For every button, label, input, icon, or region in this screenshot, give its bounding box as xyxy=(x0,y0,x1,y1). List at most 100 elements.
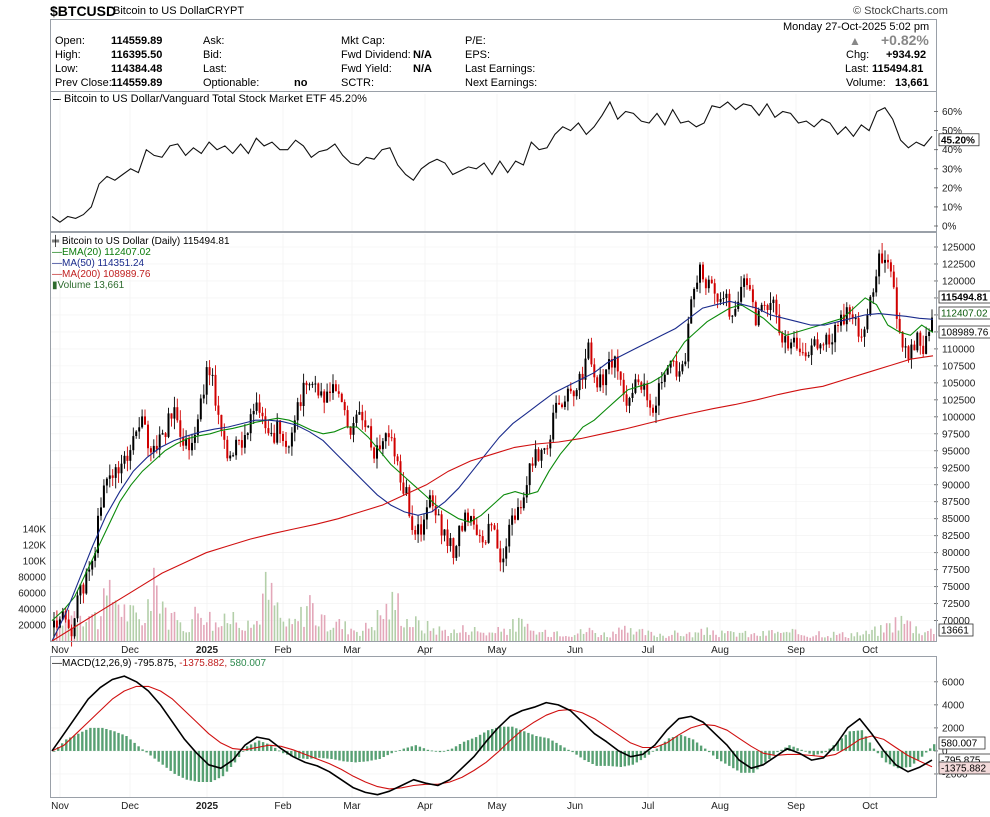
last-price-label: Last: xyxy=(845,63,869,75)
volume-bar-108 xyxy=(370,627,373,641)
optionable-value: no xyxy=(294,77,308,89)
candle-body-209 xyxy=(666,367,669,375)
volume-bar-65 xyxy=(244,630,246,641)
volume-bar-267 xyxy=(838,633,841,641)
volume-bar-15 xyxy=(97,629,99,641)
macd-hist-bar-124 xyxy=(551,740,554,751)
ma200-legend-text: MA(200) 108989.76 xyxy=(62,269,151,280)
macd-hist-bar-80 xyxy=(374,750,377,760)
macd-hist-bar-206 xyxy=(880,750,884,758)
candle-body-3 xyxy=(61,611,64,620)
macd-hist-bar-68 xyxy=(326,750,329,759)
volume-bar-106 xyxy=(365,622,367,641)
candle-body-219 xyxy=(696,282,699,289)
volume-bar-297 xyxy=(927,631,929,641)
candle-body-112 xyxy=(381,441,384,450)
ema-last-label-box xyxy=(938,306,990,320)
volume-bar-167 xyxy=(544,629,547,641)
volume-ytick-6: 140K xyxy=(23,525,47,536)
macd-hist-bar-120 xyxy=(535,736,538,751)
macd-hist-bar-14 xyxy=(109,730,112,751)
volume-bar-26 xyxy=(129,605,132,641)
volume-bar-246 xyxy=(777,631,779,641)
macd-hist-bar-34 xyxy=(189,750,192,781)
price-xlabel-4: Mar xyxy=(343,645,361,656)
volume-ytick-4: 100K xyxy=(23,557,47,568)
volume-bar-194 xyxy=(624,625,626,641)
volume-bar-11 xyxy=(85,622,87,641)
volume-bar-280 xyxy=(877,635,879,641)
volume-bar-31 xyxy=(144,623,146,641)
macd-hist-bar-154 xyxy=(671,737,675,751)
volume-bar-115 xyxy=(391,591,394,641)
candle-body-184 xyxy=(593,364,596,378)
macd-hist-bar-195 xyxy=(836,741,839,751)
candle-body-210 xyxy=(669,360,672,368)
macd-hist-bar-26 xyxy=(157,750,160,762)
price-ytick-20: 120000 xyxy=(942,276,976,287)
macd-hist-bar-30 xyxy=(173,750,176,774)
candle-body-118 xyxy=(399,461,402,483)
macd-hist-bar-105 xyxy=(474,737,478,751)
macd-hist-bar-100 xyxy=(454,746,458,751)
price-ytick-16: 110000 xyxy=(942,344,975,355)
candle-body-293 xyxy=(913,344,916,351)
volume-bar-295 xyxy=(921,635,923,641)
candle-body-106 xyxy=(364,420,367,428)
volume-bar-199 xyxy=(638,629,641,641)
candle-body-80 xyxy=(287,446,290,448)
volume-bar-152 xyxy=(500,631,502,641)
candle-body-138 xyxy=(458,525,461,547)
volume-bar-282 xyxy=(883,632,885,641)
volume-bar-256 xyxy=(806,636,808,641)
macd-hist-bar-210 xyxy=(896,750,900,769)
macd-hist-bar-111 xyxy=(499,726,502,751)
macd-hist-bar-147 xyxy=(643,750,647,758)
macd-xlabel-0: Nov xyxy=(51,801,69,812)
brand[interactable]: © StockCharts.com xyxy=(853,5,948,17)
chg-value: +934.92 xyxy=(886,49,927,61)
volume-legend-icon: ▮ xyxy=(52,280,58,291)
candle-body-269 xyxy=(842,314,845,325)
volume-bar-116 xyxy=(394,610,396,641)
price-xlabel-3: Feb xyxy=(274,645,292,656)
volume-bar-107 xyxy=(367,628,370,641)
volume-bar-189 xyxy=(609,637,611,641)
volume-bar-13 xyxy=(91,614,93,641)
volume-bar-72 xyxy=(264,571,267,641)
volume-bar-241 xyxy=(762,631,764,641)
volume-bar-234 xyxy=(741,632,744,641)
macd-hist-bar-3 xyxy=(65,739,68,751)
prev-close-label: Prev Close: xyxy=(55,77,112,89)
volume-bar-145 xyxy=(479,632,482,641)
macd-hist-bar-125 xyxy=(555,742,558,751)
macd-hist-bar-4 xyxy=(69,737,72,751)
volume-bar-88 xyxy=(312,603,314,641)
candle-body-120 xyxy=(405,487,408,494)
volume-bar-16 xyxy=(100,616,102,641)
candle-body-292 xyxy=(910,344,913,360)
candle-body-88 xyxy=(311,383,314,385)
candle-body-231 xyxy=(731,315,734,317)
macd-hist-bar-72 xyxy=(342,750,345,762)
macd-hist-bar-127 xyxy=(563,747,566,751)
price-ytick-11: 97500 xyxy=(942,429,970,440)
macd-hist-bar-5 xyxy=(73,735,76,751)
candle-body-46 xyxy=(188,438,191,451)
candle-body-97 xyxy=(337,391,340,394)
volume-bar-216 xyxy=(688,632,691,641)
macd-xlabel-11: Oct xyxy=(862,801,878,812)
macd-hist-bar-197 xyxy=(844,734,847,751)
macd-hist-bar-93 xyxy=(426,749,430,751)
candle-body-2 xyxy=(58,619,61,628)
volume-bar-60 xyxy=(229,624,232,641)
candle-body-237 xyxy=(748,285,751,290)
prev-close-value: 114559.89 xyxy=(111,77,163,89)
candle-body-71 xyxy=(261,412,264,417)
volume-bar-110 xyxy=(376,610,379,641)
macd-hist-bar-82 xyxy=(382,750,385,757)
macd-ytick-3: 4000 xyxy=(942,700,965,711)
volume-bar-123 xyxy=(415,616,417,641)
macd-hist-last-label-box xyxy=(938,736,986,750)
candle-body-48 xyxy=(193,434,196,443)
